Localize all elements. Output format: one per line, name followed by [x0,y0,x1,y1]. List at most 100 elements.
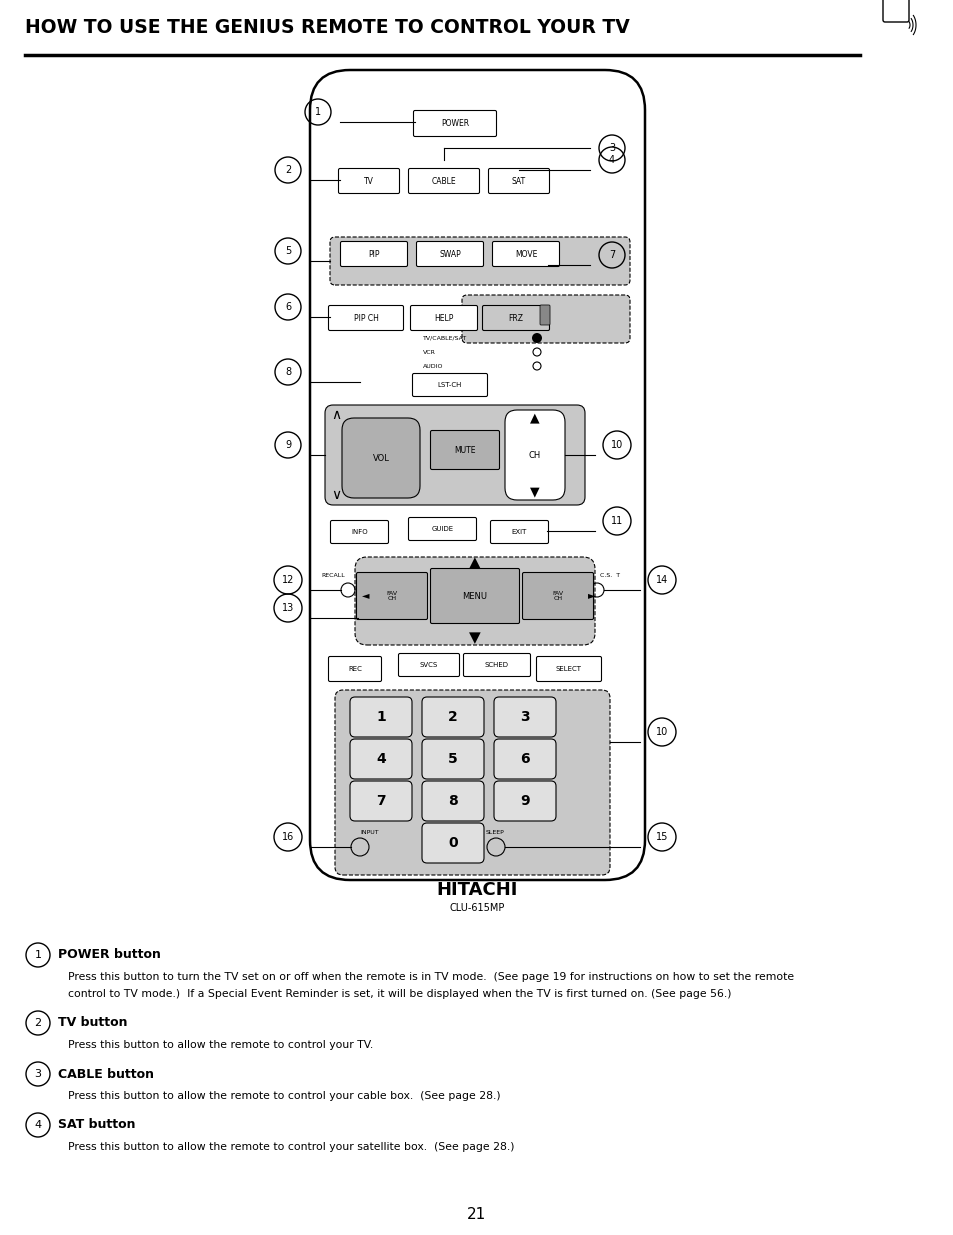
FancyBboxPatch shape [461,295,629,343]
Text: FRZ: FRZ [508,314,523,322]
Text: CH: CH [528,451,540,459]
Text: 4: 4 [608,156,615,165]
Text: 6: 6 [519,752,529,766]
FancyBboxPatch shape [412,373,487,396]
Text: POWER button: POWER button [58,948,161,962]
FancyBboxPatch shape [328,657,381,682]
Text: ►: ► [588,590,595,600]
FancyBboxPatch shape [416,242,483,267]
FancyBboxPatch shape [325,405,584,505]
Text: CLU-615MP: CLU-615MP [449,903,504,913]
FancyBboxPatch shape [338,168,399,194]
Text: 9: 9 [519,794,529,808]
FancyBboxPatch shape [421,781,483,821]
Text: L
I
G
H
T: L I G H T [571,580,575,606]
FancyBboxPatch shape [350,739,412,779]
FancyBboxPatch shape [410,305,477,331]
FancyBboxPatch shape [488,168,549,194]
Text: RECALL: RECALL [321,573,345,578]
Text: 1: 1 [34,950,42,960]
Text: TV button: TV button [58,1016,128,1030]
Text: control to TV mode.)  If a Special Event Reminder is set, it will be displayed w: control to TV mode.) If a Special Event … [68,989,731,999]
Text: 8: 8 [448,794,457,808]
Text: 5: 5 [285,246,291,256]
FancyBboxPatch shape [408,168,479,194]
Text: SVCS: SVCS [419,662,437,668]
FancyBboxPatch shape [421,739,483,779]
FancyBboxPatch shape [492,242,558,267]
Text: VCR: VCR [422,350,436,354]
Text: 0: 0 [448,836,457,850]
FancyBboxPatch shape [356,573,427,620]
FancyBboxPatch shape [328,305,403,331]
FancyBboxPatch shape [882,0,908,22]
Text: 9: 9 [285,440,291,450]
Text: Press this button to allow the remote to control your TV.: Press this button to allow the remote to… [68,1040,373,1050]
Text: SWAP: SWAP [438,249,460,258]
Text: MOVE: MOVE [515,249,537,258]
Text: 7: 7 [608,249,615,261]
Text: ▲: ▲ [469,556,480,571]
FancyBboxPatch shape [413,110,496,137]
Text: ∨: ∨ [331,488,341,501]
Text: 1: 1 [375,710,385,724]
Text: 7: 7 [375,794,385,808]
Text: C.S.  T: C.S. T [599,573,619,578]
Text: 14: 14 [655,576,667,585]
FancyBboxPatch shape [408,517,476,541]
FancyBboxPatch shape [490,520,548,543]
Text: HELP: HELP [434,314,454,322]
Text: ∧: ∧ [331,408,341,422]
Text: 12: 12 [281,576,294,585]
FancyBboxPatch shape [539,305,550,325]
Text: 15: 15 [655,832,667,842]
Text: 2: 2 [285,165,291,175]
FancyBboxPatch shape [494,697,556,737]
Text: MENU: MENU [462,592,487,600]
FancyBboxPatch shape [330,520,388,543]
Text: 2: 2 [34,1018,42,1028]
Text: 3: 3 [608,143,615,153]
Text: 21: 21 [467,1208,486,1223]
Text: 10: 10 [610,440,622,450]
Text: INPUT: INPUT [360,830,379,835]
FancyBboxPatch shape [335,690,609,876]
Text: VOL: VOL [373,453,389,462]
Text: SAT button: SAT button [58,1119,135,1131]
FancyBboxPatch shape [430,568,519,624]
Text: SAT: SAT [512,177,525,185]
Text: TV: TV [364,177,374,185]
FancyBboxPatch shape [350,781,412,821]
FancyBboxPatch shape [463,653,530,677]
FancyBboxPatch shape [330,237,629,285]
Text: MUTE: MUTE [454,446,476,454]
Text: 10: 10 [655,727,667,737]
Text: 3: 3 [519,710,529,724]
FancyBboxPatch shape [310,70,644,881]
FancyBboxPatch shape [504,410,564,500]
Text: FAV
CH: FAV CH [386,590,397,601]
Text: 8: 8 [285,367,291,377]
Text: 2: 2 [448,710,457,724]
FancyBboxPatch shape [421,697,483,737]
FancyBboxPatch shape [341,417,419,498]
Text: INFO: INFO [351,529,368,535]
Text: TV/CABLE/SAT: TV/CABLE/SAT [422,336,467,341]
Text: 3: 3 [34,1070,42,1079]
Text: GUIDE: GUIDE [431,526,453,532]
Text: EXIT: EXIT [511,529,527,535]
FancyBboxPatch shape [430,431,499,469]
Text: PIP: PIP [368,249,379,258]
Text: POWER: POWER [440,119,469,128]
Text: 1: 1 [314,107,321,117]
FancyBboxPatch shape [536,657,601,682]
Text: 16: 16 [281,832,294,842]
FancyBboxPatch shape [340,242,407,267]
Text: HITACHI: HITACHI [436,881,517,899]
Text: 4: 4 [34,1120,42,1130]
Text: 6: 6 [285,303,291,312]
Text: CABLE: CABLE [432,177,456,185]
Text: 5: 5 [448,752,457,766]
Text: Press this button to allow the remote to control your satellite box.  (See page : Press this button to allow the remote to… [68,1142,514,1152]
Text: AUDIO: AUDIO [422,363,443,368]
